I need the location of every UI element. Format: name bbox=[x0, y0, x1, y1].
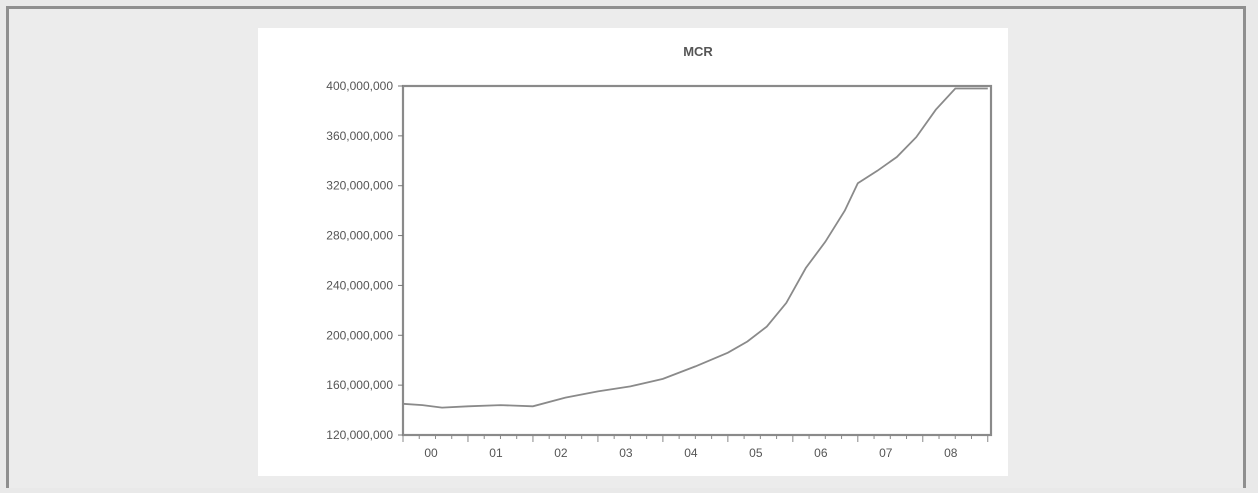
y-tick-label: 280,000,000 bbox=[326, 229, 393, 243]
y-tick-label: 320,000,000 bbox=[326, 179, 393, 193]
x-tick-label: 03 bbox=[619, 446, 633, 460]
y-tick-label: 400,000,000 bbox=[326, 79, 393, 93]
y-tick-label: 200,000,000 bbox=[326, 328, 393, 342]
chart-title: MCR bbox=[683, 44, 713, 59]
x-tick-label: 08 bbox=[944, 446, 958, 460]
axes: 120,000,000 160,000,000 200,000,000 240,000… bbox=[326, 79, 993, 460]
y-tick-label: 160,000,000 bbox=[326, 378, 393, 392]
x-tick-label: 05 bbox=[749, 446, 763, 460]
series-line-mcr bbox=[402, 87, 988, 409]
x-tick-label: 07 bbox=[879, 446, 893, 460]
plot-frame bbox=[401, 84, 993, 437]
y-tick-label: 240,000,000 bbox=[326, 278, 393, 292]
y-tick-label: 120,000,000 bbox=[326, 428, 393, 442]
x-tick-label: 00 bbox=[424, 446, 438, 460]
x-tick-label: 02 bbox=[554, 446, 568, 460]
x-tick-label: 04 bbox=[684, 446, 698, 460]
x-tick-label: 01 bbox=[489, 446, 503, 460]
mcr-line-chart: MCR 120,000,000 160,000,000 200,000,000 240… bbox=[326, 44, 993, 460]
x-tick-label: 06 bbox=[814, 446, 828, 460]
chart-panel: MCR 120,000,000 160,000,000 200,000,000 240… bbox=[258, 28, 1008, 476]
y-tick-label: 360,000,000 bbox=[326, 129, 393, 143]
